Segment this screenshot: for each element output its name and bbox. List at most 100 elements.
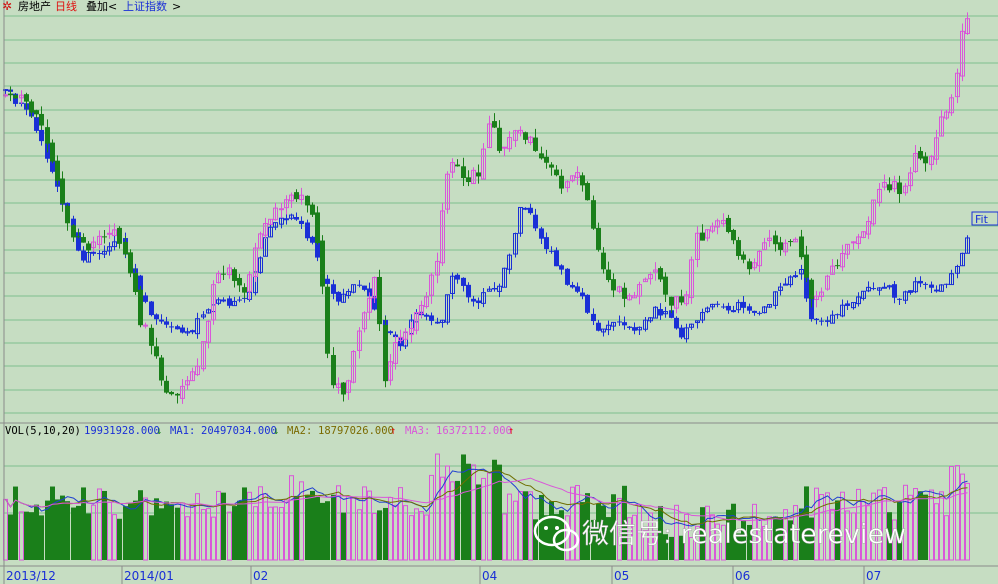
price-candle [409, 327, 414, 336]
price-candle [559, 175, 564, 189]
volume-bar [799, 508, 804, 560]
volume-bar [871, 492, 876, 561]
index-candle [445, 294, 450, 323]
price-candle [29, 101, 34, 113]
price-candle [377, 276, 382, 325]
volume-bar [133, 500, 138, 560]
price-candle [455, 164, 460, 167]
price-candle [8, 93, 13, 96]
price-candle [929, 156, 934, 165]
index-candle [596, 322, 601, 331]
volume-bar [580, 502, 585, 560]
price-candle [206, 320, 211, 343]
price-candle [585, 183, 590, 201]
price-candle [305, 195, 310, 206]
price-candle [715, 220, 720, 228]
period-label[interactable]: 日线 [55, 0, 77, 13]
volume-bar [39, 515, 44, 560]
volume-bar [825, 492, 830, 561]
volume-bar [835, 500, 840, 560]
volume-bar [424, 514, 429, 561]
price-candle [331, 354, 336, 386]
price-candle [471, 169, 476, 185]
index-candle [830, 314, 835, 324]
index-candle [91, 251, 96, 254]
index-candle [674, 317, 679, 329]
price-candle [237, 277, 242, 286]
volume-bar [362, 486, 367, 561]
volume-bar [944, 515, 949, 561]
index-candle [346, 291, 351, 296]
price-candle [851, 241, 856, 244]
index-candle [523, 207, 528, 210]
index-candle [611, 321, 616, 327]
volume-bar [76, 505, 81, 560]
price-candle [918, 151, 923, 159]
index-candle [102, 250, 107, 255]
gear-icon[interactable]: ✲ [2, 0, 12, 13]
price-candle [840, 253, 845, 268]
index-candle [112, 241, 117, 248]
volume-bar [596, 503, 601, 560]
ma2-value: 18797026.000 [318, 425, 394, 437]
price-candle [299, 194, 304, 201]
index-candle [50, 159, 55, 172]
index-candle [331, 284, 336, 294]
price-candle [149, 327, 154, 346]
volume-bar [913, 488, 918, 561]
index-candle [221, 299, 226, 302]
overlay-index-name[interactable]: 上证指数 [123, 0, 167, 13]
price-candle [622, 287, 627, 299]
price-candle [617, 286, 622, 292]
price-candle [320, 240, 325, 287]
price-candle [450, 162, 455, 173]
volume-bar [461, 454, 466, 560]
price-candle [669, 296, 674, 306]
volume-bar [455, 480, 460, 560]
price-candle [684, 294, 689, 305]
volume-bar [851, 512, 856, 561]
price-candle [232, 269, 237, 281]
price-candle [289, 194, 294, 202]
date-label: 2014/01 [124, 569, 174, 583]
index-candle [336, 291, 341, 302]
date-label: 04 [482, 569, 497, 583]
volume-bar [435, 453, 440, 561]
index-candle [684, 327, 689, 340]
price-candle [133, 272, 138, 293]
volume-bar [201, 509, 206, 561]
date-label: 07 [866, 569, 881, 583]
volume-bar [481, 477, 486, 561]
price-candle [45, 127, 50, 144]
volume-bar [29, 512, 34, 560]
volume-bar [721, 524, 726, 561]
price-candle [169, 391, 174, 395]
vol-value: 19931928.000 [84, 425, 160, 437]
volume-bar [544, 515, 549, 560]
volume-bar [897, 502, 902, 560]
index-candle [258, 257, 263, 273]
index-candle [700, 312, 705, 321]
price-candle [949, 97, 954, 114]
volume-bar [60, 495, 65, 560]
index-candle [840, 304, 845, 317]
volume-bar [305, 494, 310, 560]
volume-bar [242, 487, 247, 560]
volume-bar [663, 534, 668, 560]
index-candle [773, 291, 778, 306]
index-candle [466, 284, 471, 298]
overlay-suffix: > [172, 0, 181, 13]
price-candle [128, 252, 133, 274]
volume-bar [814, 487, 819, 561]
price-candle [76, 236, 81, 238]
volume-ma3-line [5, 477, 968, 522]
price-candle [107, 232, 112, 235]
volume-bar [169, 504, 174, 560]
index-candle [757, 312, 762, 314]
price-candle [721, 219, 726, 225]
volume-bar [377, 510, 382, 560]
index-candle [138, 275, 143, 295]
price-candle [216, 273, 221, 284]
index-candle [351, 284, 356, 293]
